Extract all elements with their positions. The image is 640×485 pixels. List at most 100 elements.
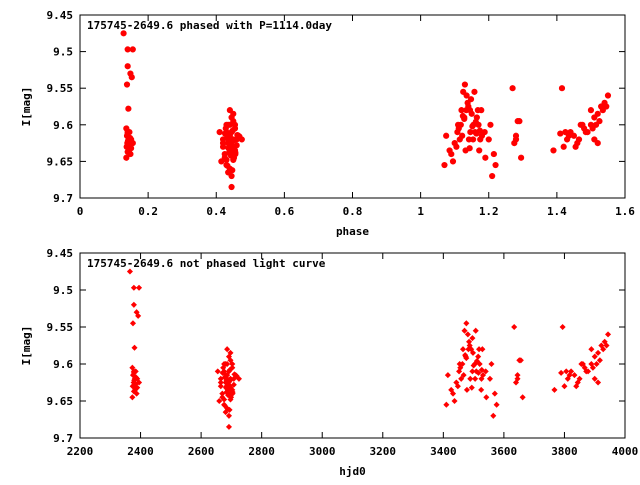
- unphased-data-point: [129, 394, 136, 401]
- phased-data-point: [226, 121, 233, 128]
- phased-data-point: [459, 132, 466, 139]
- unphased-data-point: [130, 368, 137, 375]
- unphased-x-tick-label: 3000: [309, 445, 336, 458]
- unphased-data-point: [591, 375, 598, 382]
- unphased-data-point: [216, 397, 223, 405]
- unphased-data-point: [230, 381, 237, 388]
- unphased-data-point: [558, 369, 565, 376]
- unphased-data-point: [453, 379, 460, 386]
- phased-data-point: [229, 127, 236, 134]
- unphased-data-point: [235, 375, 242, 382]
- unphased-data-point: [517, 357, 524, 364]
- phased-data-point: [565, 132, 572, 139]
- unphased-data-point: [451, 397, 458, 405]
- unphased-data-point: [460, 372, 467, 379]
- unphased-data-point: [131, 344, 138, 351]
- phased-data-point: [451, 140, 458, 147]
- unphased-data-point: [220, 364, 227, 371]
- phased-data-point: [229, 167, 236, 174]
- unphased-data-point: [478, 386, 485, 393]
- phased-data-point: [492, 161, 499, 169]
- phased-y-tick-label: 9.45: [47, 9, 74, 22]
- phased-x-tick-label: 0.8: [343, 205, 363, 218]
- phased-data-point: [129, 46, 136, 53]
- unphased-data-point: [603, 342, 610, 349]
- unphased-x-axis-label: hjd0: [339, 465, 366, 478]
- unphased-x-tick-label: 2400: [127, 445, 154, 458]
- unphased-data-point: [461, 327, 468, 334]
- unphased-data-point: [491, 390, 498, 397]
- unphased-data-point: [449, 390, 457, 397]
- phased-data-point: [123, 81, 131, 88]
- phased-data-point: [469, 136, 477, 143]
- phased-data-point: [487, 121, 494, 128]
- phased-x-axis-label: phase: [336, 225, 369, 238]
- phased-x-tick-label: 0.4: [206, 205, 226, 218]
- phased-data-point: [478, 107, 485, 114]
- phased-data-point: [228, 183, 235, 191]
- unphased-data-point: [227, 349, 234, 356]
- phased-data-point: [560, 143, 567, 150]
- phased-data-point: [557, 130, 564, 137]
- unphased-data-point: [459, 360, 466, 368]
- unphased-data-point: [134, 375, 141, 382]
- unphased-x-tick-label: 2200: [67, 445, 94, 458]
- unphased-x-tick-label: 3600: [491, 445, 518, 458]
- phased-data-point: [467, 129, 474, 136]
- phased-data-point: [558, 85, 566, 92]
- unphased-x-tick-label: 2800: [248, 445, 275, 458]
- unphased-data-point: [457, 364, 464, 371]
- unphased-data-point: [219, 369, 226, 376]
- phased-x-tick-label: 1.2: [479, 205, 499, 218]
- phased-data-point: [124, 63, 131, 70]
- phased-data-point: [516, 118, 523, 125]
- unphased-data-point: [588, 360, 595, 368]
- unphased-data-point: [224, 346, 231, 353]
- unphased-y-tick-label: 9.5: [53, 284, 73, 297]
- unphased-x-tick-label: 3400: [430, 445, 457, 458]
- phased-data-point: [125, 145, 132, 152]
- unphased-y-tick-label: 9.65: [47, 395, 74, 408]
- unphased-plot-frame: [79, 252, 626, 439]
- unphased-data-point: [466, 338, 473, 345]
- unphased-data-point: [595, 349, 602, 356]
- unphased-data-point: [227, 384, 234, 391]
- phased-data-point: [582, 129, 589, 136]
- phased-y-tick-label: 9.55: [47, 82, 74, 95]
- phased-data-point: [127, 150, 134, 158]
- phased-data-point: [572, 143, 579, 150]
- phased-data-point: [223, 156, 230, 164]
- unphased-data-point: [469, 349, 477, 356]
- unphased-data-point: [217, 379, 224, 386]
- unphased-chart-title: 175745-2649.6 not phased light curve: [87, 257, 326, 270]
- unphased-data-point: [228, 376, 235, 383]
- phased-data-point: [596, 118, 603, 125]
- phased-plot-frame: [79, 14, 626, 199]
- unphased-data-point: [595, 379, 602, 386]
- unphased-data-point: [225, 412, 232, 419]
- unphased-data-point: [468, 384, 475, 391]
- phased-data-point: [482, 154, 489, 161]
- unphased-data-point: [214, 368, 221, 375]
- unphased-y-tick-label: 9.6: [53, 358, 73, 371]
- phased-data-point: [485, 136, 492, 143]
- phased-data-point: [489, 172, 496, 180]
- unphased-data-point: [571, 372, 578, 379]
- unphased-data-point: [136, 284, 143, 291]
- unphased-y-tick-label: 9.7: [53, 432, 73, 445]
- unphased-data-point: [472, 327, 479, 334]
- unphased-data-point: [561, 383, 568, 390]
- unphased-data-point: [472, 375, 479, 382]
- phased-data-point: [226, 132, 233, 139]
- phased-data-point: [587, 121, 595, 128]
- unphased-data-point: [483, 394, 490, 401]
- phased-x-tick-label: 1.4: [547, 205, 567, 218]
- phased-x-tick-label: 1.6: [615, 205, 635, 218]
- phased-data-point: [471, 88, 478, 95]
- unphased-x-tick-label: 3200: [370, 445, 397, 458]
- phased-data-point: [466, 145, 473, 152]
- unphased-data-point: [470, 362, 477, 369]
- unphased-data-point: [591, 353, 598, 360]
- unphased-data-point: [226, 406, 233, 413]
- phased-data-point: [467, 96, 475, 103]
